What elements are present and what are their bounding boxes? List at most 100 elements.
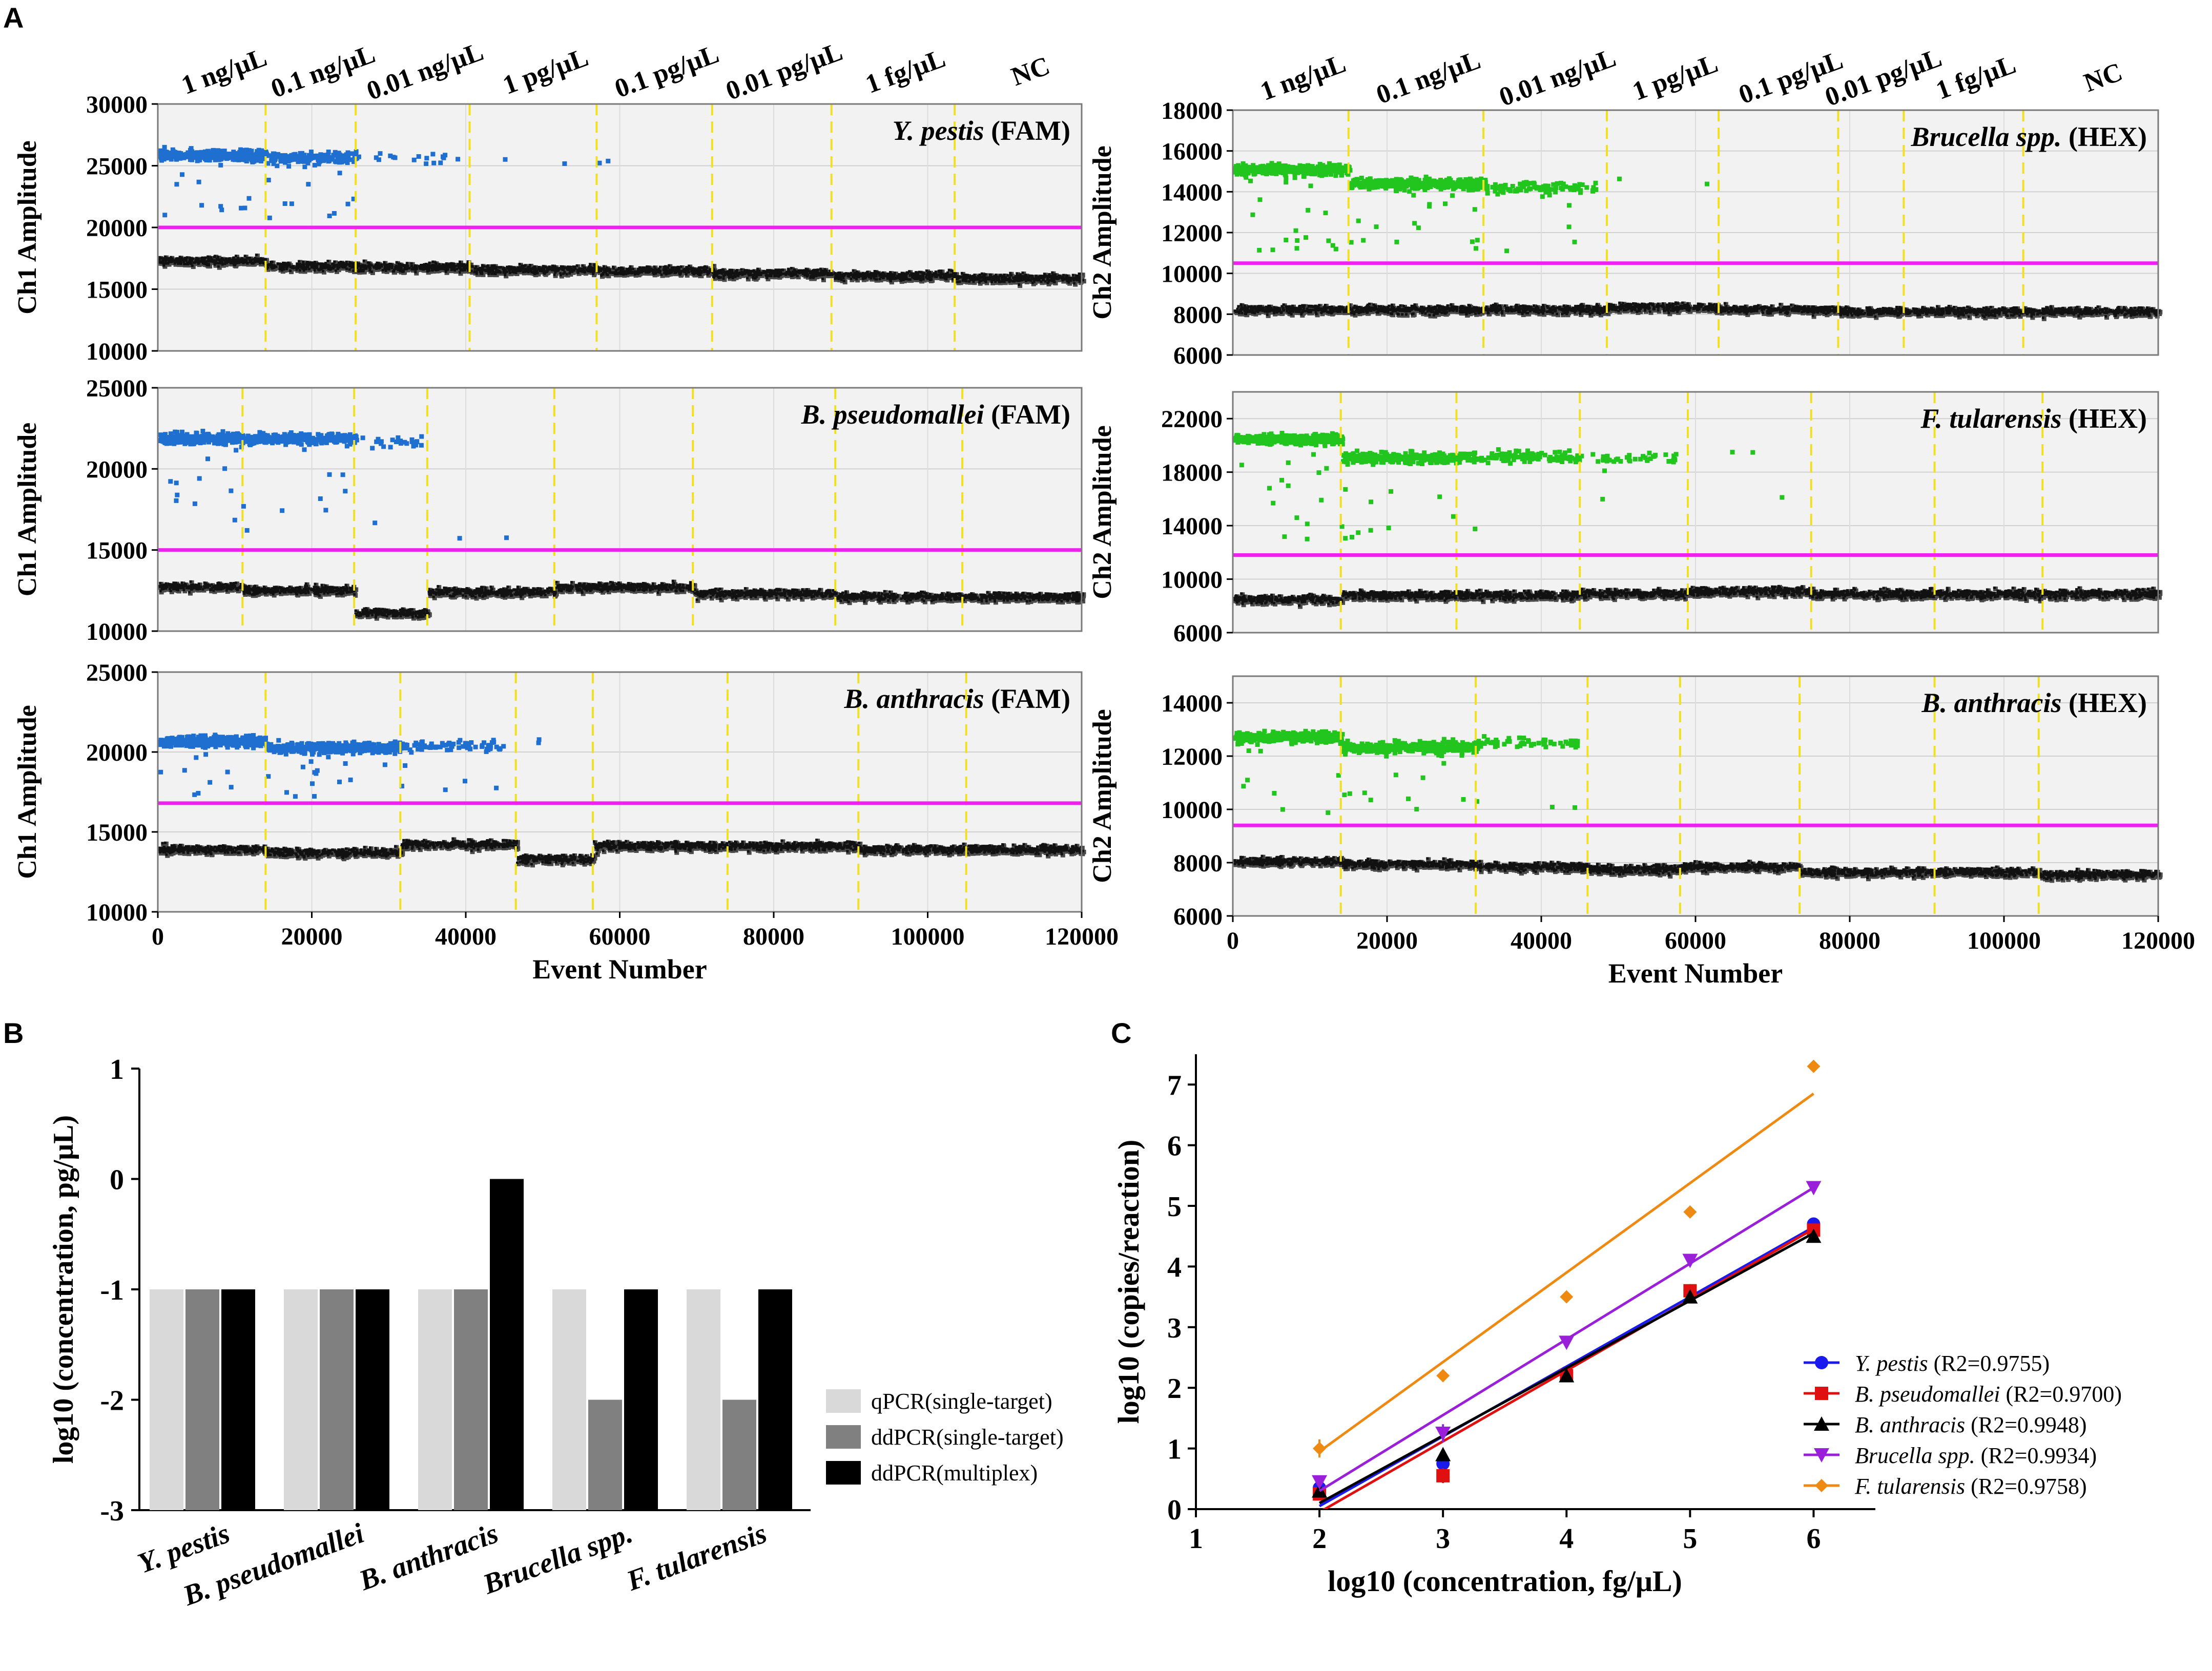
y-axis-label: Ch1 Amplitude [13, 705, 42, 879]
y-tick-label: 1 [110, 1054, 124, 1085]
bar-2 [356, 1289, 389, 1510]
droplet-cloud [1233, 728, 2163, 883]
ddpcr-plot-A6: 6000 8000 10000 12000 14000 Ch2 Amplitude B. a… [1088, 675, 2195, 989]
positive-droplets [1233, 161, 1353, 253]
x-axis-label: Event Number [1608, 958, 1783, 989]
bar-1 [320, 1289, 354, 1510]
point-marker [1815, 1479, 1828, 1492]
positive-droplets [158, 144, 270, 218]
legend-r2: (R2=0.9758) [1971, 1474, 2086, 1499]
positive-droplets [1457, 447, 1584, 531]
well-label: 0.01 ng/μL [1496, 43, 1620, 112]
legend-r2: (R2=0.9934) [1981, 1443, 2097, 1468]
x-tick-label: 20000 [281, 923, 343, 950]
well-labels-A1: 1 ng/μL0.1 ng/μL0.01 ng/μL 1 pg/μL 0.1 pg/… [178, 37, 1054, 106]
y-tick-label: 25000 [86, 153, 148, 180]
bar-2 [490, 1179, 524, 1510]
point-marker [1683, 1205, 1697, 1219]
negative-droplets-core [1904, 305, 2025, 319]
legend-label: Y. pestis (R2=0.9755) [1855, 1351, 2050, 1376]
negative-droplets-core [728, 839, 861, 853]
well-label: 1 fg/μL [862, 44, 949, 99]
category-label: B. anthracis [355, 1517, 502, 1597]
negative-droplets-core [712, 267, 834, 280]
y-tick-label: 15000 [86, 277, 148, 304]
bar-0 [150, 1289, 183, 1510]
positive-droplets [1476, 734, 1580, 810]
y-tick-label: 20000 [86, 215, 148, 242]
negative-droplets-core [356, 259, 472, 274]
negative-droplets-core [265, 260, 358, 273]
y-tick-label: 10000 [1161, 567, 1223, 594]
negative-droplets-core [833, 268, 957, 283]
negative-droplets-core [1811, 587, 1937, 600]
x-tick-label: 100000 [891, 923, 965, 950]
plot-frame [157, 387, 1083, 632]
negative-droplets-core [158, 580, 245, 594]
droplet-cloud [158, 733, 1086, 868]
y-tick-label: 15000 [86, 537, 148, 565]
negative-droplets-core [858, 842, 969, 855]
droplet-cloud [1233, 431, 2163, 609]
category-label: Brucella spp. [479, 1517, 637, 1601]
point-marker [1815, 1356, 1828, 1369]
y-tick-label: -2 [100, 1385, 124, 1417]
negative-droplets-core [1340, 857, 1478, 871]
channel-name: (FAM) [991, 115, 1070, 146]
point-marker [1560, 1290, 1574, 1304]
y-tick-label: 0 [1167, 1494, 1182, 1526]
legend-species: F. tularensis [1854, 1474, 1971, 1499]
positive-droplets [597, 158, 611, 165]
channel-name: (FAM) [991, 683, 1070, 714]
x-tick-label: 4 [1559, 1523, 1574, 1555]
negative-droplets-core [2038, 867, 2161, 881]
point-marker [1682, 1254, 1698, 1268]
legend-label: ddPCR(single-target) [871, 1425, 1064, 1450]
ddpcr-plot-A4: 6000 10000 14000 18000 22000 Ch2 Amplitude F. … [1088, 391, 2163, 647]
positive-droplets [266, 738, 405, 799]
y-tick-label: 10000 [1161, 261, 1223, 288]
y-tick-label: 1 [1167, 1434, 1182, 1466]
ddpcr-plot-A5: 10000 15000 20000 25000 Ch1 Amplitude B. anth… [13, 659, 1119, 985]
y-tick-label: 10000 [86, 899, 148, 926]
well-label: 1 ng/μL [1256, 49, 1350, 107]
y-tick-label: 3 [1167, 1312, 1182, 1344]
y-axis-label: Ch2 Amplitude [1088, 145, 1117, 320]
positive-droplets [1341, 448, 1461, 541]
positive-droplets [1233, 431, 1346, 541]
species-name: F. tularensis [1920, 403, 2069, 434]
negative-droplets-core [1457, 589, 1582, 602]
x-tick-label: 60000 [589, 923, 651, 950]
plot-title: B. anthracis (HEX) [1921, 687, 2147, 718]
bar-0 [284, 1289, 318, 1510]
legend-species: Brucella spp. [1855, 1443, 1981, 1468]
x-tick-label: 100000 [1967, 927, 2041, 954]
bar-1 [454, 1289, 488, 1510]
negative-droplets-core [1680, 860, 1802, 873]
negative-droplets-core [593, 840, 730, 855]
legend-swatch [826, 1461, 861, 1485]
positive-droplets [1233, 728, 1345, 815]
negative-droplets-core [158, 254, 268, 268]
legend-swatch [826, 1425, 861, 1449]
negative-droplets-core [1838, 305, 1907, 318]
fit-line [1318, 1092, 1814, 1453]
bar-0 [418, 1289, 452, 1510]
y-axis-label: log10 (copies/reaction) [1112, 1140, 1145, 1424]
negative-droplets-core [1587, 863, 1683, 877]
x-tick-label: 5 [1683, 1523, 1697, 1555]
x-tick-label: 20000 [1356, 927, 1418, 954]
y-tick-label: 20000 [86, 456, 148, 483]
point-marker [1807, 1059, 1821, 1073]
negative-droplets-core [1476, 860, 1590, 874]
y-axis-label: Ch2 Amplitude [1088, 425, 1117, 599]
y-tick-label: 10000 [86, 618, 148, 645]
negative-droplets-core [1349, 302, 1486, 317]
well-label: NC [2080, 57, 2126, 98]
bar-0 [687, 1289, 720, 1510]
y-axis-label: log10 (concentration, pg/μL) [48, 1115, 79, 1464]
negative-droplets-core [1233, 592, 1343, 607]
y-axis-label: Ch2 Amplitude [1088, 709, 1117, 883]
point-marker [1806, 1181, 1822, 1196]
y-tick-label: 10000 [1161, 797, 1223, 824]
